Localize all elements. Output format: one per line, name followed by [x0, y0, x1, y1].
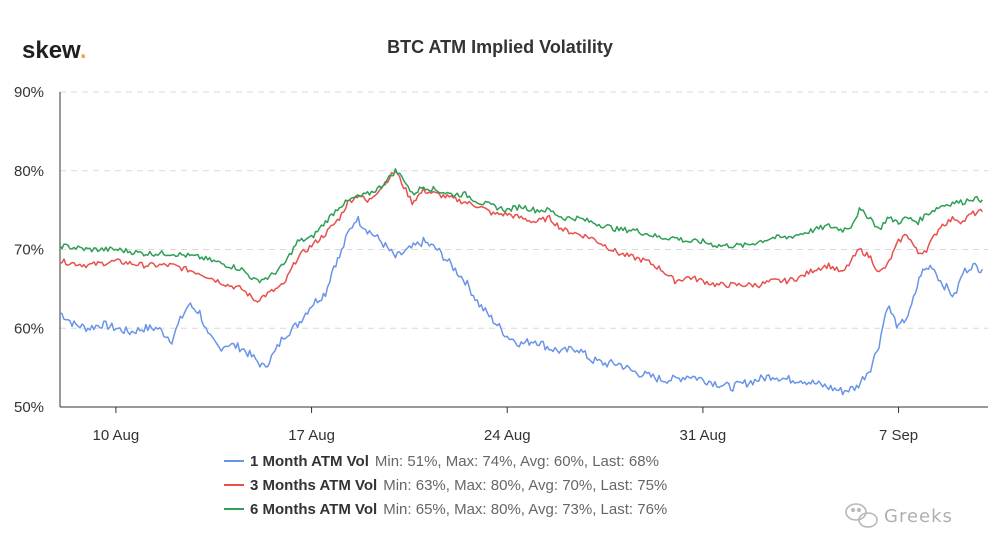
y-tick-label: 90% [14, 84, 44, 101]
x-tick-label: 31 Aug [680, 427, 727, 444]
legend-series-name: 1 Month ATM Vol [250, 453, 369, 470]
chart-title: BTC ATM Implied Volatility [387, 37, 613, 57]
grid-lines [60, 91, 988, 329]
y-tick-label: 60% [14, 320, 44, 337]
watermark-text: Greeks [884, 506, 953, 527]
legend-series-name: 6 Months ATM Vol [250, 501, 377, 518]
legend-item[interactable]: 3 Months ATM Vol Min: 63%, Max: 80%, Avg:… [224, 477, 667, 494]
brand-name: skew [22, 37, 81, 64]
series-line-1 [59, 215, 984, 396]
legend-series-stats: Min: 51%, Max: 74%, Avg: 60%, Last: 68% [375, 453, 659, 470]
legend-series-stats: Min: 63%, Max: 80%, Avg: 70%, Last: 75% [383, 477, 667, 494]
x-tick-label: 24 Aug [484, 427, 531, 444]
legend-label: 6 Months ATM Vol Min: 65%, Max: 80%, Avg:… [250, 501, 667, 518]
watermark: Greeks [845, 503, 953, 528]
y-tick-label: 50% [14, 399, 44, 416]
svg-text:skew.: skew. [22, 37, 87, 64]
axes: 50% 60% 70% 80% 90% 10 Aug 17 Aug 24 Aug 31 Aug 7… [14, 84, 988, 444]
legend-series-name: 3 Months ATM Vol [250, 477, 377, 494]
legend-item[interactable]: 6 Months ATM Vol Min: 65%, Max: 80%, Avg:… [224, 501, 667, 518]
legend-label: 1 Month ATM Vol Min: 51%, Max: 74%, Avg: … [250, 453, 659, 470]
x-tick-label: 10 Aug [93, 427, 140, 444]
legend-series-stats: Min: 65%, Max: 80%, Avg: 73%, Last: 76% [383, 501, 667, 518]
legend-label: 3 Months ATM Vol Min: 63%, Max: 80%, Avg:… [250, 477, 667, 494]
wechat-icon [845, 503, 878, 528]
series-lines [59, 168, 984, 396]
legend-item[interactable]: 1 Month ATM Vol Min: 51%, Max: 74%, Avg: … [224, 453, 659, 470]
x-tick-label: 7 Sep [879, 427, 918, 444]
brand-logo: skew. [22, 37, 87, 64]
y-tick-label: 80% [14, 163, 44, 180]
brand-dot: . [80, 37, 87, 64]
series-line-2 [59, 170, 983, 303]
legend: 1 Month ATM Vol Min: 51%, Max: 74%, Avg: … [224, 453, 667, 518]
y-tick-label: 70% [14, 242, 44, 259]
series-line-3 [59, 168, 983, 284]
x-tick-label: 17 Aug [288, 427, 335, 444]
